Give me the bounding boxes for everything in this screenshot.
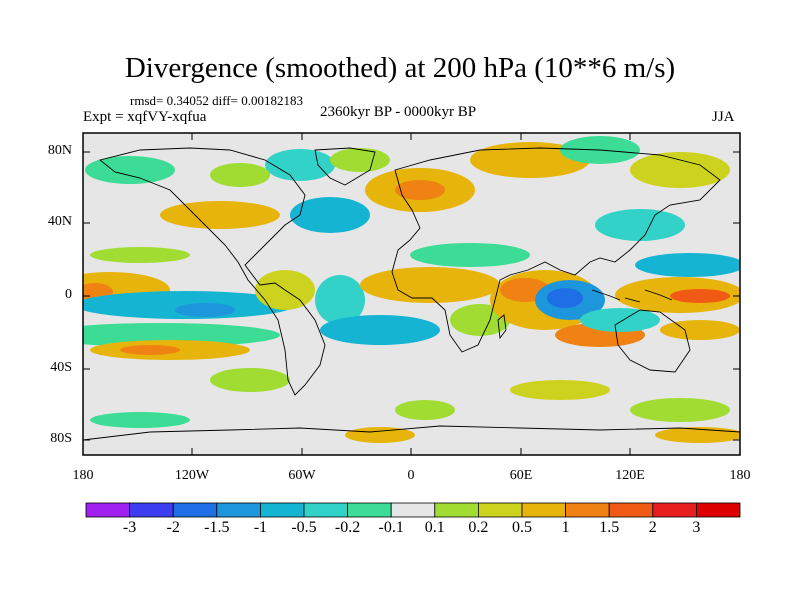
colorbar-label: -0.1 xyxy=(378,519,404,536)
field-patch xyxy=(580,308,660,332)
y-label-80s: 80S xyxy=(50,431,72,446)
colorbar-swatch xyxy=(303,502,348,518)
coast-americas xyxy=(99,147,326,396)
x-label-120e: 120E xyxy=(615,468,645,483)
field-patch xyxy=(547,288,583,308)
field-patch xyxy=(315,275,365,325)
colorbar-swatch xyxy=(608,502,654,518)
colorbar-label: 0.5 xyxy=(512,519,532,536)
x-label-60w: 60W xyxy=(288,468,316,483)
colorbar-swatch xyxy=(565,502,610,518)
field-patch xyxy=(630,398,730,422)
stats-text: rmsd= 0.34052 diff= 0.00182183 xyxy=(130,93,303,108)
field-patch xyxy=(175,303,235,317)
colorbar-label: -0.2 xyxy=(334,519,361,536)
divergence-field xyxy=(83,136,740,443)
field-patch xyxy=(410,243,530,267)
field-patch xyxy=(395,400,455,420)
field-patch xyxy=(395,180,445,200)
field-patch xyxy=(265,149,335,181)
x-ticks xyxy=(82,133,741,455)
coast-greenland xyxy=(314,147,376,186)
field-patch xyxy=(510,380,610,400)
coast-indonesia xyxy=(591,289,673,303)
period-label: 2360kyr BP - 0000kyr BP xyxy=(320,104,477,120)
x-label-180w: 180 xyxy=(72,468,94,483)
x-label-120w: 120W xyxy=(174,468,210,483)
coastlines xyxy=(83,147,740,441)
colorbar-swatch xyxy=(390,502,436,518)
colorbar-swatch xyxy=(521,502,566,518)
colorbar-swatch xyxy=(347,502,392,518)
colorbar-label: 0.2 xyxy=(468,519,489,536)
colorbar-swatch xyxy=(477,502,523,518)
colorbar-label: -0.5 xyxy=(291,519,317,536)
colorbar-label: 1 xyxy=(561,519,570,536)
field-patch xyxy=(90,412,190,428)
x-label-180e: 180 xyxy=(729,468,751,483)
colorbar-label: -1.5 xyxy=(204,519,230,536)
field-patch xyxy=(160,201,280,229)
colorbar-label: -2 xyxy=(166,519,180,536)
colorbar-swatch xyxy=(216,502,261,518)
field-patch xyxy=(470,142,590,178)
field-patch xyxy=(120,345,180,355)
field-patch xyxy=(630,152,730,188)
coast-antarctica xyxy=(83,425,740,441)
colorbar-label: -1 xyxy=(253,519,268,536)
colorbar-swatch xyxy=(85,502,130,518)
colorbar-swatch xyxy=(259,502,305,518)
field-patch xyxy=(83,323,280,347)
colorbar-label: -3 xyxy=(122,519,137,536)
field-patch xyxy=(660,320,740,340)
y-label-40s: 40S xyxy=(50,360,72,375)
colorbar-swatch xyxy=(696,502,741,518)
field-patch xyxy=(210,368,290,392)
experiment-label: Expt = xqfVY-xqfua xyxy=(83,109,207,125)
season-label: JJA xyxy=(712,109,735,125)
map-title: Divergence (smoothed) at 200 hPa (10**6 … xyxy=(124,52,676,84)
coast-madagascar xyxy=(497,314,507,340)
field-patch xyxy=(85,156,175,184)
field-patch xyxy=(320,315,440,345)
colorbar-swatch xyxy=(434,502,479,518)
colorbar-label: 0.1 xyxy=(424,519,445,536)
field-patch xyxy=(360,267,500,303)
colorbar-swatch xyxy=(652,502,697,518)
colorbar-swatch xyxy=(129,502,174,518)
y-label-eq: 0 xyxy=(65,287,72,302)
field-patch xyxy=(670,289,730,303)
colorbar-swatch xyxy=(172,502,218,518)
field-patch xyxy=(90,247,190,263)
colorbar xyxy=(85,502,741,518)
field-patch xyxy=(635,253,740,277)
x-label-60e: 60E xyxy=(509,468,533,483)
y-label-40n: 40N xyxy=(47,214,72,229)
coast-eurasia-africa xyxy=(391,147,721,353)
field-patch xyxy=(290,197,370,233)
field-patch xyxy=(210,163,270,187)
y-label-80n: 80N xyxy=(47,143,72,158)
colorbar-label: 1.5 xyxy=(599,519,620,536)
y-ticks xyxy=(83,151,740,441)
field-patch xyxy=(595,209,685,241)
colorbar-label: 3 xyxy=(692,519,701,536)
field-patch xyxy=(330,148,390,172)
field-patch xyxy=(345,427,415,443)
coast-australia xyxy=(614,309,691,373)
x-label-0: 0 xyxy=(407,468,415,483)
colorbar-label: 2 xyxy=(648,519,657,536)
